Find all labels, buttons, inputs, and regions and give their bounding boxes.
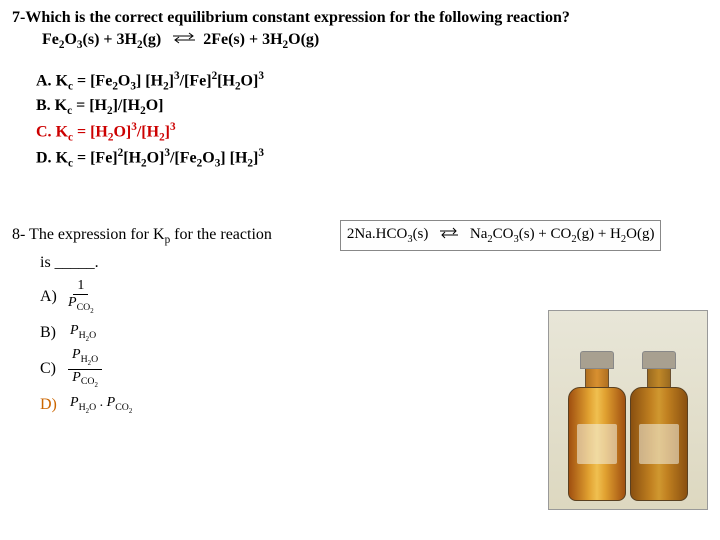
q8-stem: 8- The expression for Kp for the reactio…: [12, 220, 708, 275]
q7-choice-b: B. Kc = [H2]/[H2O]: [36, 95, 708, 120]
equilibrium-arrow-icon: [438, 224, 460, 247]
choice-label: B): [40, 324, 68, 342]
q7-choices: A. Kc = [Fe2O3] [H2]3/[Fe]2[H2O]3 B. Kc …: [36, 69, 708, 172]
bottle-right: [629, 351, 689, 501]
q7-choice-d: D. Kc = [Fe]2[H2O]3/[Fe2O3] [H2]3: [36, 146, 708, 172]
q8-stem-line2: is _____.: [40, 254, 99, 271]
choice-label: A.: [36, 72, 52, 89]
expression: PH2O . PCO2: [68, 395, 132, 415]
expression: PH2O: [68, 323, 96, 343]
choice-label: C): [40, 360, 68, 378]
q7-block: 7-Which is the correct equilibrium const…: [12, 8, 708, 172]
q7-products: 2Fe(s) + 3H2O(g): [203, 31, 319, 51]
q8-stem-text: 8- The expression for K: [12, 226, 165, 243]
choice-label: D.: [36, 150, 52, 167]
fraction-icon: 1 PCO2: [68, 279, 94, 316]
q7-stem: 7-Which is the correct equilibrium const…: [12, 8, 708, 29]
q7-reactants: Fe2O3(s) + 3H2(g): [42, 31, 161, 51]
choice-label: C.: [36, 123, 52, 140]
fraction-icon: PH2O PCO2: [68, 348, 102, 390]
q7-reaction: Fe2O3(s) + 3H2(g) 2Fe(s) + 3H2O(g): [42, 31, 708, 51]
bottle-left: [567, 351, 627, 501]
q8-stem-line1: 8- The expression for Kp for the reactio…: [12, 226, 272, 243]
choice-label: A): [40, 288, 68, 306]
q8-stem-tail: for the reaction: [170, 226, 272, 243]
q7-choice-a: A. Kc = [Fe2O3] [H2]3/[Fe]2[H2O]3: [36, 69, 708, 95]
choice-label: D): [40, 396, 68, 414]
q7-choice-c: C. Kc = [H2O]3/[H2]3: [36, 120, 708, 146]
bottles-photo: [548, 310, 708, 510]
equilibrium-arrow-icon: [171, 31, 197, 50]
choice-label: B.: [36, 97, 51, 114]
q8-reaction: 2Na.HCO3(s) Na2CO3(s) + CO2(g) + H2O(g): [340, 220, 662, 251]
